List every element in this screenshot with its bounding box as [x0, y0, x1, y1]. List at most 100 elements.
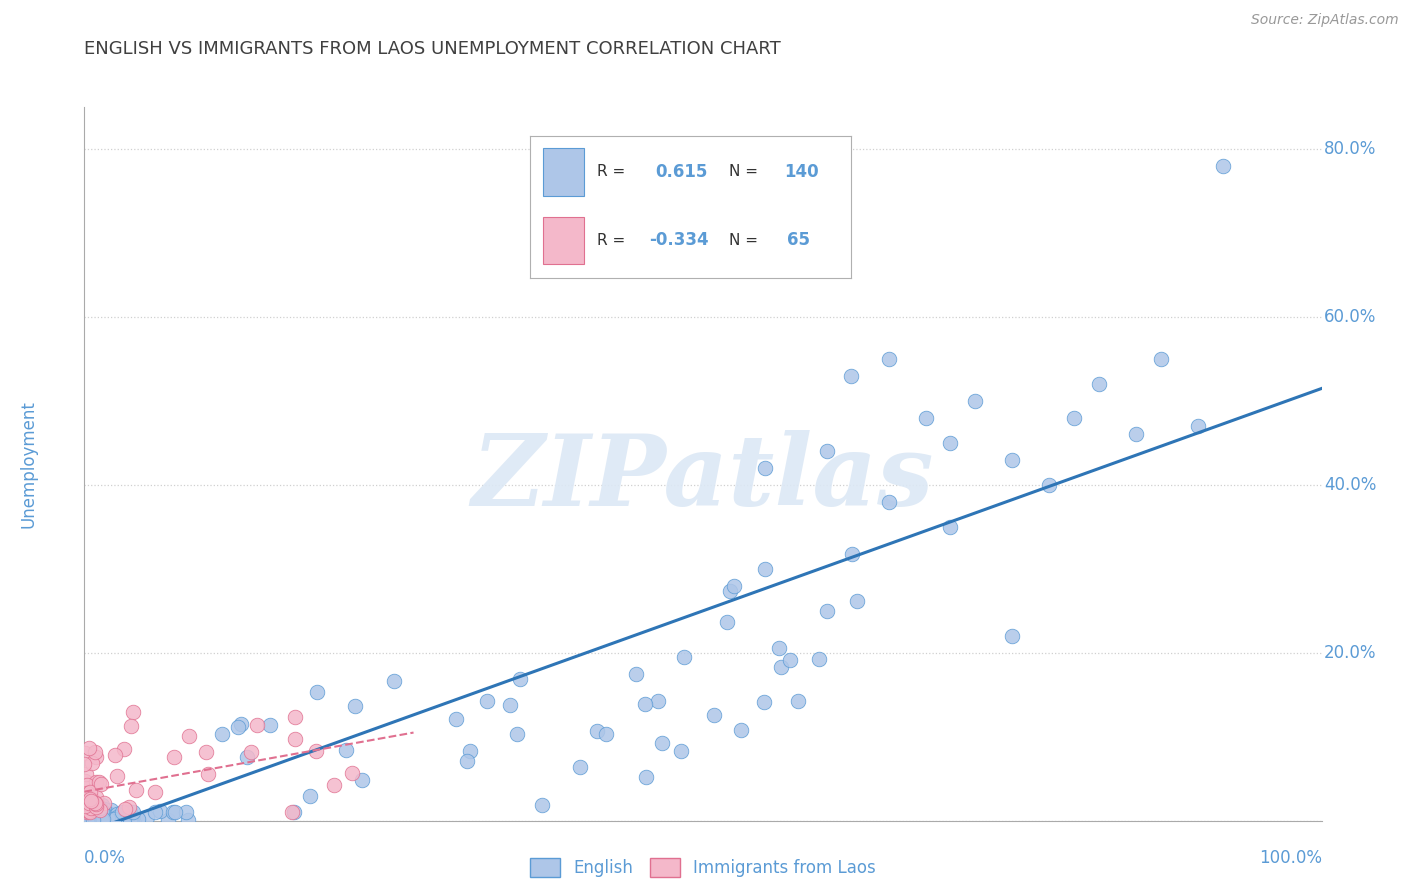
- Point: [73, 774, 96, 789]
- Point: [79, 801, 101, 815]
- Point: [786, 694, 808, 708]
- Point: [86, 809, 108, 823]
- Point: [86, 805, 108, 819]
- Point: [76, 778, 98, 792]
- Point: [352, 772, 374, 787]
- Point: [283, 731, 305, 746]
- Point: [723, 579, 745, 593]
- Point: [98, 814, 121, 828]
- Point: [111, 809, 134, 823]
- Point: [165, 805, 187, 820]
- Point: [162, 805, 184, 820]
- Point: [86, 797, 108, 811]
- Point: [87, 811, 110, 825]
- Point: [82, 811, 104, 825]
- Point: [815, 444, 838, 458]
- Point: [77, 790, 100, 805]
- Point: [83, 800, 105, 814]
- Point: [120, 813, 142, 827]
- Point: [914, 410, 936, 425]
- Point: [1088, 377, 1111, 392]
- Point: [76, 811, 98, 825]
- Point: [76, 786, 98, 800]
- Point: [768, 640, 790, 655]
- Point: [82, 813, 104, 827]
- Point: [101, 809, 124, 823]
- Point: [86, 814, 108, 828]
- Point: [730, 723, 752, 737]
- Point: [84, 799, 107, 814]
- Point: [105, 807, 128, 822]
- Point: [754, 461, 776, 475]
- Legend: English, Immigrants from Laos: English, Immigrants from Laos: [523, 851, 883, 884]
- Point: [240, 746, 263, 760]
- Point: [477, 694, 499, 708]
- Point: [91, 805, 114, 819]
- Point: [174, 805, 197, 820]
- Point: [939, 520, 962, 534]
- Point: [752, 695, 775, 709]
- Point: [84, 775, 107, 789]
- Point: [83, 745, 105, 759]
- Point: [80, 794, 103, 808]
- Point: [305, 744, 328, 758]
- Point: [585, 724, 607, 739]
- Point: [91, 813, 114, 827]
- Point: [77, 804, 100, 818]
- Point: [458, 744, 481, 758]
- Point: [76, 811, 98, 825]
- Point: [323, 778, 346, 792]
- Point: [939, 435, 962, 450]
- Text: Unemployment: Unemployment: [20, 400, 38, 528]
- Point: [769, 660, 792, 674]
- Point: [335, 742, 357, 756]
- Point: [75, 808, 97, 822]
- Point: [120, 719, 142, 733]
- Point: [177, 729, 200, 743]
- Point: [83, 795, 105, 809]
- Point: [104, 748, 127, 763]
- Point: [344, 699, 367, 714]
- Point: [229, 717, 252, 731]
- Text: 80.0%: 80.0%: [1324, 140, 1376, 158]
- Text: ENGLISH VS IMMIGRANTS FROM LAOS UNEMPLOYMENT CORRELATION CHART: ENGLISH VS IMMIGRANTS FROM LAOS UNEMPLOY…: [84, 40, 782, 58]
- Point: [90, 812, 112, 826]
- Point: [101, 812, 124, 826]
- Point: [84, 810, 107, 824]
- Point: [779, 653, 801, 667]
- Point: [877, 351, 900, 366]
- Point: [84, 797, 107, 812]
- Point: [79, 807, 101, 822]
- Point: [754, 562, 776, 576]
- Point: [100, 814, 122, 828]
- Point: [120, 805, 142, 819]
- Point: [115, 813, 138, 827]
- Point: [84, 749, 107, 764]
- Text: Source: ZipAtlas.com: Source: ZipAtlas.com: [1251, 13, 1399, 28]
- Point: [79, 799, 101, 814]
- Point: [79, 812, 101, 826]
- Point: [76, 805, 98, 819]
- Point: [841, 547, 863, 561]
- Point: [84, 813, 107, 827]
- Point: [80, 756, 103, 770]
- Point: [122, 705, 145, 719]
- Point: [76, 797, 98, 811]
- Point: [89, 801, 111, 815]
- Point: [79, 812, 101, 826]
- Point: [281, 805, 304, 820]
- Point: [1038, 478, 1060, 492]
- Point: [93, 805, 115, 819]
- Point: [530, 797, 553, 812]
- Point: [143, 785, 166, 799]
- Point: [84, 804, 107, 818]
- Text: 40.0%: 40.0%: [1324, 475, 1376, 494]
- Point: [509, 672, 531, 686]
- Point: [97, 806, 120, 821]
- Point: [120, 812, 142, 826]
- Point: [75, 795, 97, 809]
- Point: [226, 720, 249, 734]
- Point: [86, 808, 108, 822]
- Point: [91, 810, 114, 824]
- Point: [651, 736, 673, 750]
